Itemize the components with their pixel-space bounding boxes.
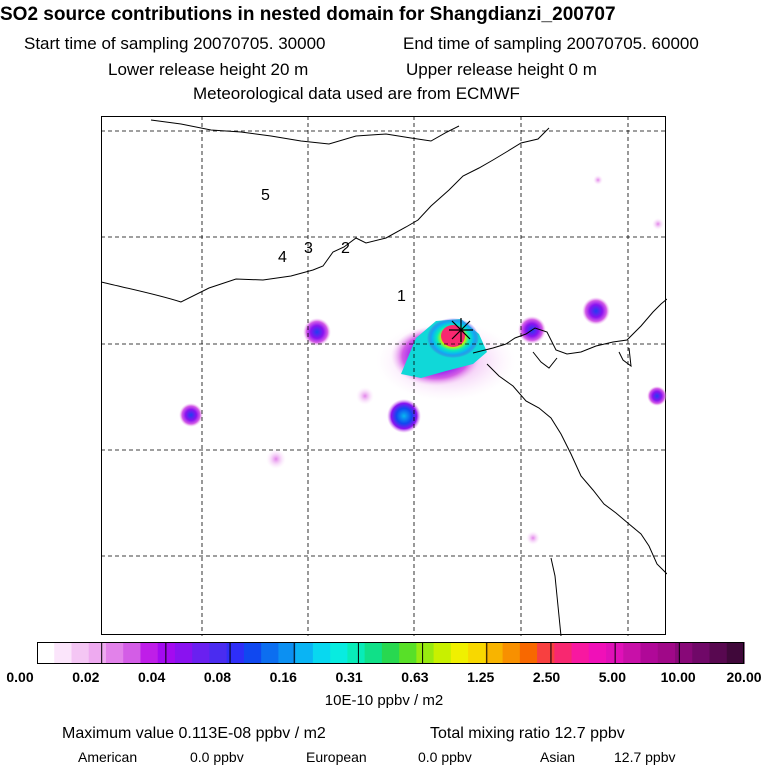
color-bar-cell <box>54 642 73 664</box>
color-bar-cell <box>226 642 245 664</box>
color-bar-cell <box>364 642 383 664</box>
european-value: 0.0 ppbv <box>418 749 472 765</box>
receptor-marker <box>449 318 473 342</box>
color-bar-cell <box>640 642 659 664</box>
color-bar-cell <box>675 642 693 664</box>
source-blob <box>303 318 331 346</box>
asian-label: Asian <box>540 749 576 765</box>
color-bar-tick-label: 2.50 <box>532 669 561 685</box>
region-label-5: 5 <box>261 187 270 204</box>
asian-value: 12.7 ppbv <box>614 749 676 765</box>
total-mixing-ratio: Total mixing ratio 12.7 ppbv <box>430 725 625 742</box>
graticule <box>101 116 667 636</box>
coastlines-and-borders <box>101 119 667 636</box>
color-bar-units: 10E-10 ppbv / m2 <box>324 692 444 709</box>
color-bar <box>37 642 745 664</box>
source-blob <box>387 399 421 433</box>
color-bar-cell <box>209 642 228 664</box>
color-bar-cell <box>105 642 124 664</box>
source-blob <box>593 175 603 185</box>
color-bar-cell <box>623 642 642 664</box>
sampling-start: Start time of sampling 20070705. 30000 <box>24 34 326 53</box>
color-bar-frame <box>37 642 744 664</box>
color-bar-cell <box>657 642 676 664</box>
source-blob <box>647 386 667 406</box>
color-bar-cell <box>726 642 745 664</box>
color-bar-cell <box>433 642 452 664</box>
color-bar-cell <box>692 642 711 664</box>
upper-release-height: Upper release height 0 m <box>406 60 597 79</box>
color-bar-tick-label: 0.08 <box>203 669 232 685</box>
color-bar-cell <box>468 642 486 664</box>
european-label: European <box>306 749 367 765</box>
plot-title: SO2 source contributions in nested domai… <box>0 4 616 25</box>
american-value: 0.0 ppbv <box>190 749 244 765</box>
source-blob <box>526 531 540 545</box>
region-label-3: 3 <box>304 240 313 257</box>
region-label-2: 2 <box>341 240 350 257</box>
color-bar-cell <box>278 642 297 664</box>
map-panel: 1 2 3 4 5 <box>101 116 667 636</box>
color-bar-cell <box>71 642 90 664</box>
color-bar-cell <box>502 642 521 664</box>
color-bar-cell <box>174 642 193 664</box>
color-bar-cell <box>140 642 159 664</box>
color-bar-cell <box>571 642 590 664</box>
color-bar-cell <box>485 642 504 664</box>
color-bar-tick-label: 0.63 <box>401 669 429 685</box>
source-blob <box>266 449 286 469</box>
color-bar-cell <box>312 642 331 664</box>
color-bar-cell <box>450 642 469 664</box>
color-bar-tick-label: 1.25 <box>467 669 495 685</box>
met-data-source: Meteorological data used are from ECMWF <box>193 84 520 103</box>
color-bar-cell <box>381 642 400 664</box>
source-blob <box>652 218 664 230</box>
concentration-field <box>179 175 667 545</box>
color-bar-cell <box>519 642 538 664</box>
color-bar-tick-label: 0.02 <box>72 669 100 685</box>
region-label-4: 4 <box>278 249 287 266</box>
color-bar-cell <box>157 642 176 664</box>
color-bar-cell <box>554 642 573 664</box>
source-blob <box>179 403 203 427</box>
american-label: American <box>78 749 138 765</box>
color-bar-cell <box>88 642 107 664</box>
color-bar-tick-label: 0.31 <box>335 669 363 685</box>
color-bar-tick-label: 5.00 <box>598 669 626 685</box>
color-bar-cell <box>537 642 555 664</box>
color-bar-cell <box>37 642 55 664</box>
color-bar-tick-label: 10.00 <box>660 669 696 685</box>
color-bar-cell <box>261 642 280 664</box>
color-bar-tick-label: 0.00 <box>6 669 34 685</box>
region-label-1: 1 <box>397 288 406 305</box>
source-blob <box>582 297 610 325</box>
color-bar-tick-label: 0.04 <box>138 669 166 685</box>
color-bar-cell <box>123 642 142 664</box>
color-bar-cell <box>416 642 435 664</box>
color-bar-cell <box>243 642 262 664</box>
color-bar-cell <box>588 642 607 664</box>
lower-release-height: Lower release height 20 m <box>108 60 309 79</box>
color-bar-cell <box>295 642 314 664</box>
color-bar-tick-label: 20.00 <box>726 669 762 685</box>
sampling-end: End time of sampling 20070705. 60000 <box>403 34 699 53</box>
maximum-value: Maximum value 0.113E-08 ppbv / m2 <box>62 725 326 742</box>
color-bar-cell <box>709 642 728 664</box>
color-bar-cell <box>399 642 417 664</box>
color-bar-cell <box>330 642 348 664</box>
source-blob <box>356 387 374 405</box>
color-bar-tick-label: 0.16 <box>269 669 297 685</box>
color-bar-cell <box>347 642 366 664</box>
color-bar-cell <box>192 642 211 664</box>
